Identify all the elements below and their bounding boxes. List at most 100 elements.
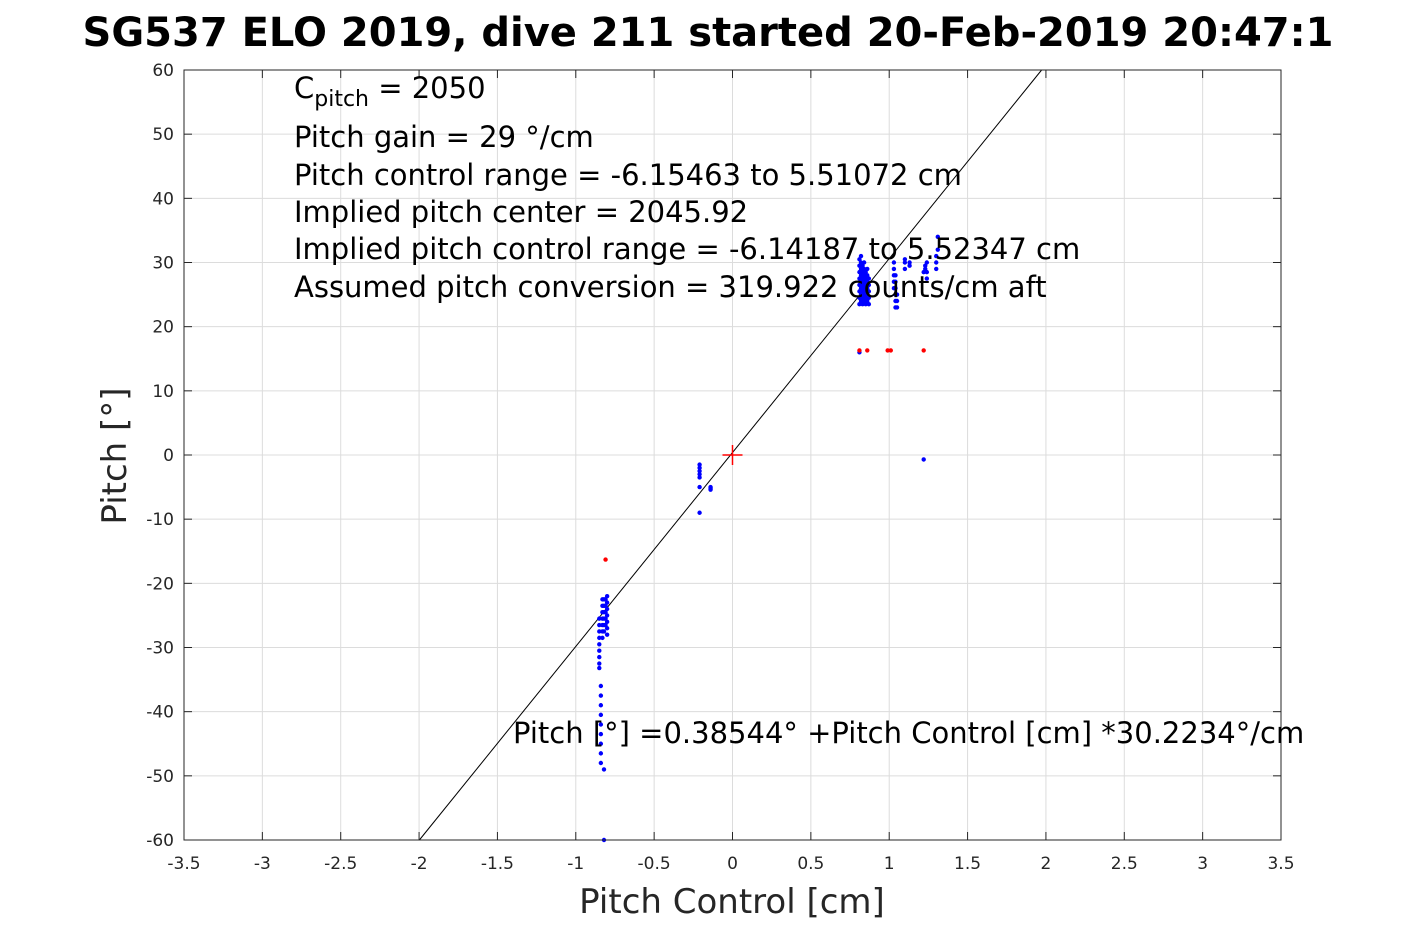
x-ticks: -3.5 -3 -2.5 -2 -1.5 -1 -0.5 0 0.5 1 1.5 2 2.5 3 3.5 (167, 70, 1295, 874)
data-point-blue (858, 253, 864, 259)
cpitch-value: = 2050 (369, 71, 486, 105)
data-point-blue (597, 635, 602, 641)
x-tick-label: 0.5 (797, 854, 824, 874)
data-point-blue (894, 305, 900, 310)
data-point-blue (891, 266, 897, 272)
data-point-blue (598, 683, 604, 689)
data-point-blue (934, 260, 939, 265)
y-tick-label: -30 (146, 639, 174, 659)
data-point-blue (894, 292, 900, 297)
y-ticks: -60 -50 -40 -30 -20 -10 0 10 20 30 40 50 60 (146, 61, 1281, 851)
data-point-blue (921, 457, 926, 462)
data-point-blue (907, 260, 912, 265)
y-tick-label: 30 (152, 254, 174, 274)
data-point-blue (866, 295, 872, 300)
data-point-blue (934, 253, 939, 259)
data-point-blue (598, 741, 604, 746)
data-point-blue (934, 266, 939, 272)
y-tick-label: 20 (152, 318, 174, 338)
y-tick-label: -50 (146, 767, 174, 787)
data-point-blue (597, 642, 602, 647)
data-point-blue (697, 484, 702, 490)
data-point-blue (907, 263, 912, 268)
x-tick-label: -2 (411, 854, 428, 874)
y-tick-label: 60 (152, 61, 174, 81)
cpitch-annotation: Cpitch = 2050 (294, 71, 486, 112)
data-point-blue (697, 510, 702, 515)
data-point-blue (902, 266, 908, 272)
control-range-annotation: Pitch control range = -6.15463 to 5.5107… (294, 158, 962, 192)
y-tick-label: 50 (152, 125, 174, 145)
data-point-blue (924, 260, 930, 265)
x-tick-label: 3.5 (1267, 854, 1294, 874)
data-point-blue (902, 260, 908, 265)
data-point-red (885, 348, 890, 353)
data-point-blue (598, 712, 604, 718)
x-tick-label: -2.5 (324, 854, 357, 874)
data-point-blue (604, 593, 610, 599)
x-tick-label: 1 (884, 854, 895, 874)
center-marker-group (722, 445, 743, 465)
x-tick-label: -3 (254, 854, 271, 874)
y-tick-label: 10 (152, 382, 174, 402)
data-point-blue (604, 613, 610, 618)
data-point-blue (697, 462, 702, 467)
cpitch-subscript: pitch (314, 87, 369, 112)
data-point-blue (697, 472, 702, 477)
data-point-blue (861, 260, 867, 265)
x-tick-label: 2 (1041, 854, 1052, 874)
data-points (597, 234, 940, 843)
data-point-blue (902, 257, 908, 262)
y-tick-label: 0 (163, 446, 174, 466)
data-point-blue (866, 302, 872, 307)
data-point-blue (600, 635, 605, 641)
data-point-blue (893, 279, 898, 284)
data-point-blue (604, 600, 610, 605)
data-point-blue (598, 703, 604, 708)
cpitch-symbol: C (294, 71, 314, 105)
data-point-blue (893, 285, 898, 291)
y-tick-label: 40 (152, 189, 174, 209)
data-point-blue (924, 269, 930, 275)
y-axis-label: Pitch [°] (95, 387, 135, 524)
data-point-blue (697, 475, 702, 480)
y-tick-label: -10 (146, 510, 174, 530)
data-point-red (921, 348, 926, 353)
data-point-red (857, 348, 862, 353)
data-point-blue (866, 276, 872, 281)
y-tick-label: -20 (146, 574, 174, 594)
data-point-blue (604, 632, 610, 637)
data-point-blue (597, 654, 602, 660)
data-point-blue (866, 282, 872, 288)
data-point-blue (597, 616, 602, 621)
x-tick-label: -0.5 (638, 854, 671, 874)
data-point-blue (935, 234, 940, 240)
data-point-blue (893, 273, 898, 278)
x-axis-label: Pitch Control [cm] (579, 882, 885, 922)
x-tick-label: -3.5 (167, 854, 200, 874)
y-tick-label: -60 (146, 831, 174, 851)
data-point-blue (598, 760, 604, 766)
grid (184, 70, 1281, 840)
data-point-blue (601, 767, 607, 772)
data-point-blue (597, 665, 602, 671)
annotation-block: Cpitch = 2050 Pitch gain = 29 °/cm Pitch… (294, 71, 1080, 304)
conversion-annotation: Assumed pitch conversion = 319.922 count… (294, 270, 1047, 304)
data-point-blue (598, 722, 604, 727)
data-point-blue (697, 465, 702, 471)
data-point-blue (597, 648, 602, 653)
implied-range-annotation: Implied pitch control range = -6.14187 t… (294, 232, 1080, 266)
x-tick-label: -1 (567, 854, 584, 874)
data-point-blue (598, 693, 604, 698)
y-tick-label: -40 (146, 703, 174, 723)
data-point-blue (604, 619, 610, 625)
data-point-blue (708, 487, 713, 492)
data-point-blue (598, 751, 604, 756)
chart-title: SG537 ELO 2019, dive 211 started 20-Feb-… (83, 10, 1334, 56)
data-point-blue (866, 289, 872, 294)
data-point-blue (597, 661, 602, 666)
data-point-blue (597, 622, 602, 628)
x-tick-label: -1.5 (481, 854, 514, 874)
data-point-blue (697, 468, 702, 474)
